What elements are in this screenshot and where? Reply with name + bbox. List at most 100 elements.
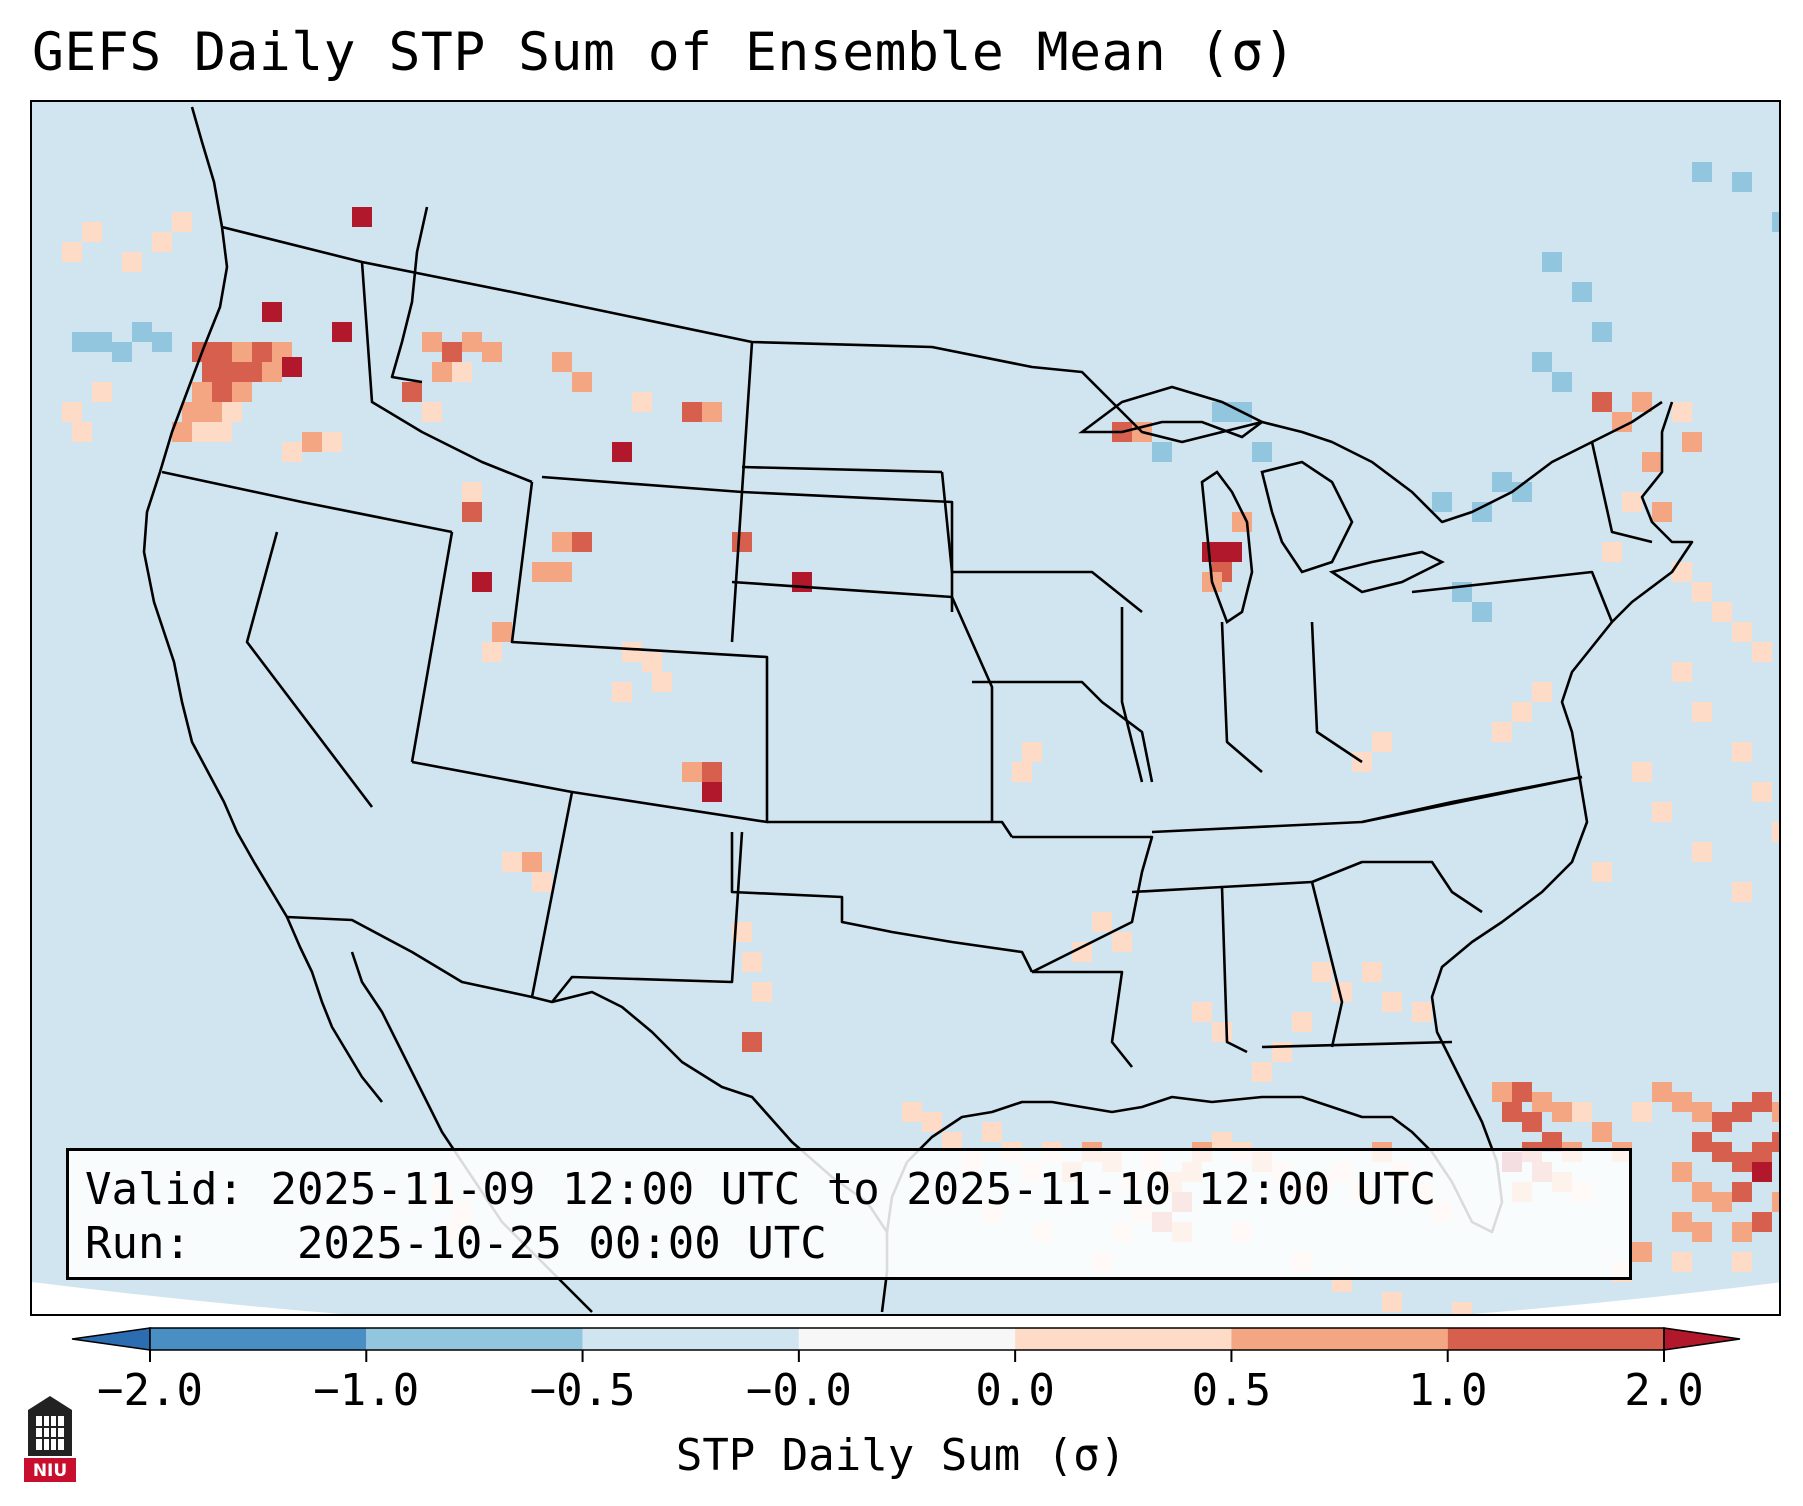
colorbar-bin — [150, 1328, 367, 1350]
stp-cell — [1732, 622, 1752, 642]
stp-cell — [452, 362, 472, 382]
stp-cell — [1512, 1082, 1532, 1102]
state-border-va-nc — [1361, 775, 1583, 824]
great-lakes — [1078, 385, 1445, 624]
chart-title: GEFS Daily STP Sum of Ensemble Mean (σ) — [32, 22, 1296, 83]
state-border-dakotas — [741, 465, 943, 474]
stp-cell — [262, 302, 282, 322]
stp-cell — [72, 422, 92, 442]
stp-cell — [232, 382, 252, 402]
stp-cell — [1472, 502, 1492, 522]
stp-cell — [1672, 1252, 1692, 1272]
stp-cell — [1492, 1082, 1512, 1102]
stp-cell — [1632, 1242, 1652, 1262]
stp-cell — [1752, 1162, 1772, 1182]
stp-cell — [62, 402, 82, 422]
stp-cell — [552, 352, 572, 372]
state-border-ks-ok — [767, 820, 1014, 838]
stp-cell — [732, 922, 752, 942]
stp-cell — [1452, 1302, 1472, 1314]
stp-cell — [462, 502, 482, 522]
stp-cell — [742, 952, 762, 972]
state-border-il-in — [1120, 607, 1144, 783]
stp-cell — [262, 362, 282, 382]
niu-logo-text: NIU — [33, 1461, 67, 1481]
stp-cell — [1712, 1192, 1732, 1212]
stp-cell — [1752, 1092, 1772, 1112]
stp-cell — [1732, 1222, 1752, 1242]
stp-cell — [1672, 1092, 1692, 1112]
stp-cell — [1712, 602, 1732, 622]
stp-cell — [1732, 882, 1752, 902]
stp-cell — [1372, 732, 1392, 752]
stp-cell — [1592, 1122, 1612, 1142]
stp-cell — [1772, 1192, 1779, 1212]
stp-cell — [132, 322, 152, 342]
stp-cell — [1212, 402, 1232, 422]
stp-cell — [72, 332, 92, 352]
stp-cell — [1532, 682, 1552, 702]
state-ne-west — [390, 206, 429, 384]
stp-cell — [612, 682, 632, 702]
stp-cell — [1292, 1012, 1312, 1032]
stp-cell — [1712, 1112, 1732, 1132]
colorbar-bin — [582, 1328, 799, 1350]
stp-cell — [1522, 1112, 1542, 1132]
colorbar-bin — [1231, 1328, 1448, 1350]
stp-cell — [702, 762, 722, 782]
stp-cell — [202, 362, 222, 382]
stp-cell — [682, 402, 702, 422]
colorbar-bin — [366, 1328, 583, 1350]
stp-cell — [1642, 452, 1662, 472]
stp-cell — [1472, 602, 1492, 622]
stp-cell — [1602, 542, 1622, 562]
stp-cell — [92, 332, 112, 352]
projection-domain — [32, 102, 1779, 1314]
valid-label: Valid: — [85, 1164, 244, 1215]
run-label: Run: — [85, 1218, 191, 1269]
colorbar-tick-label: −1.0 — [313, 1365, 420, 1416]
run-time: 2025-10-25 00:00 UTC — [296, 1218, 827, 1269]
state-border-ia-mo — [972, 680, 1154, 783]
stp-cell — [1612, 412, 1632, 432]
stp-cell — [1732, 172, 1752, 192]
stp-cell — [702, 402, 722, 422]
colorbar-bin — [798, 1328, 1016, 1350]
stp-cell — [172, 212, 192, 232]
stp-cell — [1772, 1102, 1779, 1122]
stp-cell — [222, 362, 242, 382]
stp-cell — [62, 242, 82, 262]
stp-cell — [472, 572, 492, 592]
state-border-nv — [245, 531, 374, 808]
stp-cell — [572, 372, 592, 392]
colorbar-ticks — [149, 1350, 1665, 1362]
stp-cell — [182, 402, 202, 422]
colorbar-tick-label: −0.5 — [529, 1365, 636, 1416]
stp-cell — [1382, 1292, 1402, 1312]
stp-cell — [462, 482, 482, 502]
stp-cell — [1502, 1102, 1522, 1122]
stp-cell — [1112, 932, 1132, 952]
stp-cell — [1692, 702, 1712, 722]
stp-cell — [222, 402, 242, 422]
colorbar — [71, 1327, 1741, 1362]
stp-cell — [1012, 762, 1032, 782]
stp-cell — [752, 982, 772, 1002]
stp-cell — [572, 532, 592, 552]
stp-cell — [1692, 1182, 1712, 1202]
state-border-al-ga — [1221, 880, 1344, 1048]
stp-cell — [1092, 912, 1112, 932]
stp-cell — [522, 852, 542, 872]
stp-cell — [1532, 1092, 1552, 1112]
stp-cell — [422, 402, 442, 422]
state-border-ok-tx — [730, 832, 1034, 973]
stp-cell — [702, 782, 722, 802]
stp-cell — [442, 342, 462, 362]
state-border-oh-pa — [1310, 621, 1363, 764]
state-border-ny-vt — [1590, 441, 1653, 544]
stp-cell — [1552, 372, 1572, 392]
state-border-ne-ks — [731, 580, 994, 822]
state-border-pa-ny — [1411, 570, 1614, 623]
stp-cell — [402, 382, 422, 402]
stp-cell — [1592, 322, 1612, 342]
